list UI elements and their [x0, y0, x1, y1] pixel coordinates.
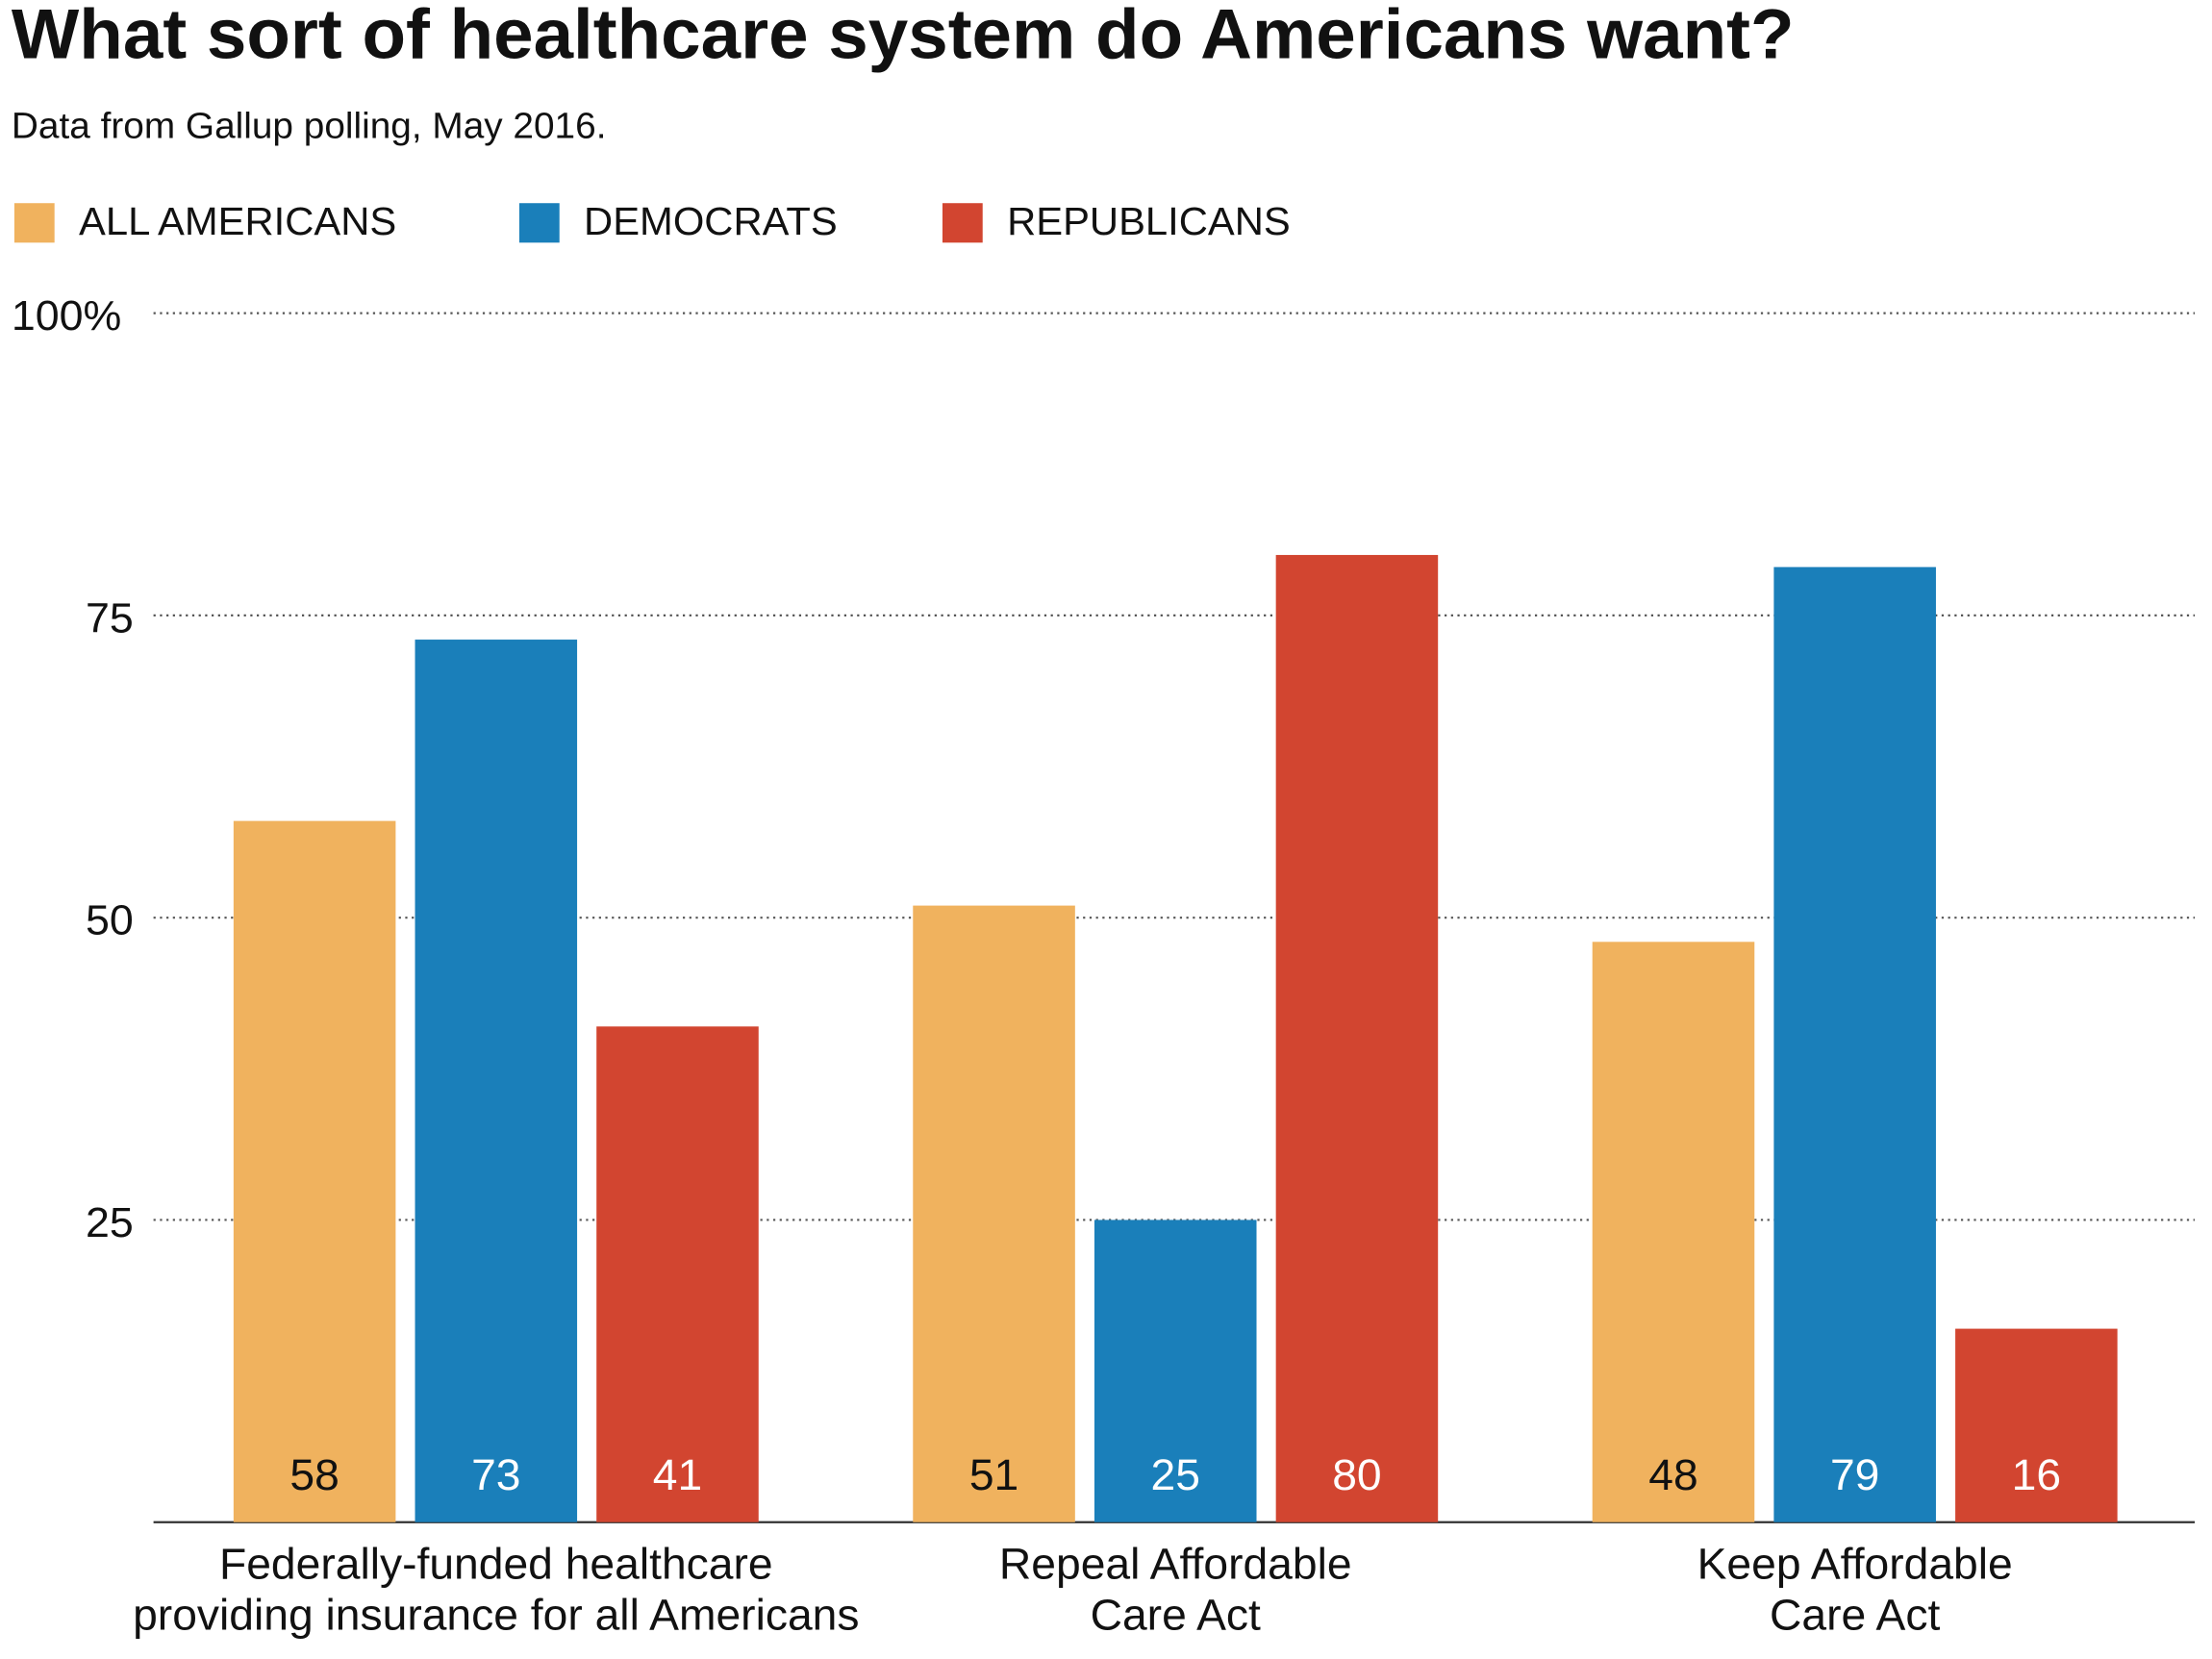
bar — [1275, 555, 1439, 1522]
y-tick-label: 25 — [86, 1199, 134, 1246]
legend-label: REPUBLICANS — [1007, 199, 1291, 243]
value-label: 16 — [2012, 1450, 2061, 1500]
y-tick-label: 100% — [12, 292, 121, 339]
value-label: 79 — [1830, 1450, 1879, 1500]
legend-swatch — [518, 203, 560, 243]
legend-label: ALL AMERICANS — [79, 199, 396, 243]
value-label: 48 — [1648, 1450, 1697, 1500]
bar — [596, 1026, 759, 1522]
value-label: 51 — [969, 1450, 1018, 1500]
y-tick-label: 50 — [86, 897, 134, 944]
value-label: 73 — [471, 1450, 520, 1500]
value-label: 80 — [1332, 1450, 1381, 1500]
x-tick-label: Federally-funded healthcare providing ins… — [133, 1539, 859, 1639]
value-label: 41 — [653, 1450, 702, 1500]
legend-swatch — [13, 203, 55, 243]
bar — [1592, 942, 1755, 1522]
value-label: 58 — [289, 1450, 339, 1500]
chart-subtitle: Data from Gallup polling, May 2016. — [12, 106, 607, 147]
legend-swatch — [942, 203, 983, 243]
bar — [1093, 1219, 1257, 1522]
y-tick-label: 75 — [86, 595, 134, 642]
x-tick-label: Repeal Affordable Care Act — [999, 1539, 1352, 1639]
bar — [1773, 566, 1936, 1522]
bar — [1955, 1328, 2118, 1522]
bar — [233, 820, 396, 1522]
chart-title: What sort of healthcare system do Americ… — [12, 0, 1795, 73]
bar — [415, 640, 578, 1522]
value-label: 25 — [1151, 1450, 1200, 1500]
x-tick-label: Keep Affordable Care Act — [1697, 1539, 2013, 1639]
bar — [913, 905, 1075, 1522]
legend-label: DEMOCRATS — [584, 199, 838, 243]
